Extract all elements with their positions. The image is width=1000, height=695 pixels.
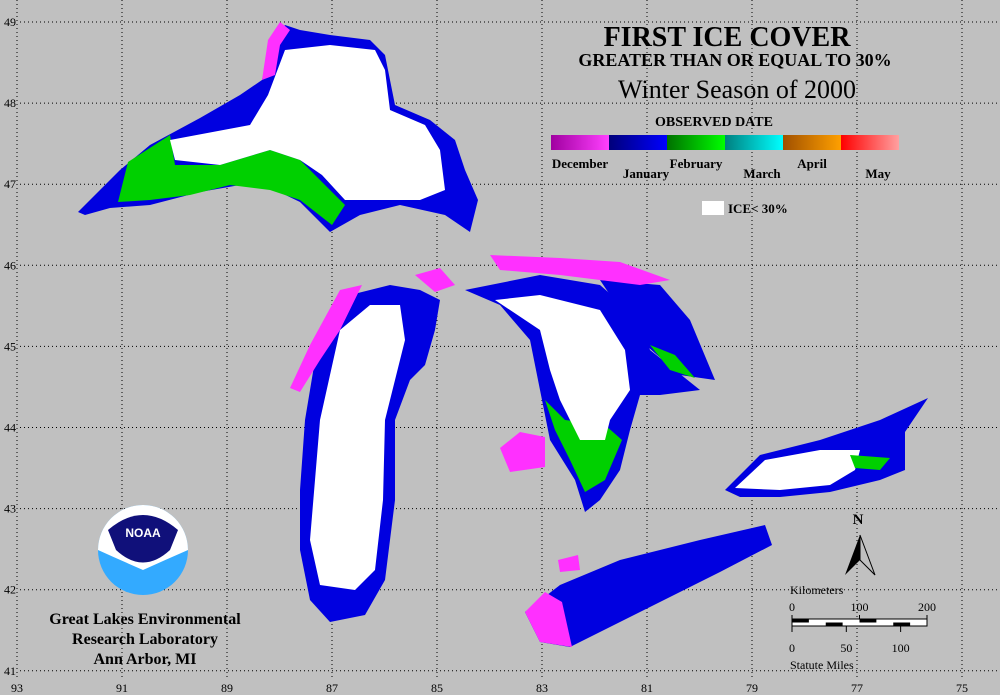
ice-swatch [702,201,724,215]
mi-title: Statute Miles [790,658,854,672]
ice-december [490,255,670,285]
ice-january [525,525,772,647]
lon-label: 83 [536,681,548,695]
lon-label: 75 [956,681,968,695]
ice-december [290,285,362,392]
legend-label: December [552,156,609,171]
logo-text: NOAA [125,526,161,540]
lat-label: 48 [4,96,16,110]
ice-february [850,455,890,470]
noaa-logo: NOAA [98,505,188,595]
north-label: N [853,512,864,528]
ice-february [545,400,622,492]
km-title: Kilometers [790,583,844,597]
ice-below-30 [170,45,445,200]
scale-segment [792,619,809,623]
ice-february [650,345,695,378]
ice-label: ICE< 30% [728,201,788,216]
lon-label: 85 [431,681,443,695]
north-arrow [859,534,876,576]
title: FIRST ICE COVER [604,22,852,53]
lon-label: 91 [116,681,128,695]
ice-february [118,135,345,225]
legend-swatch [667,135,725,150]
lon-label: 81 [641,681,653,695]
legend-swatch [725,135,783,150]
lat-label: 44 [4,421,16,435]
lat-label: 45 [4,339,16,353]
lon-label: 87 [326,681,338,695]
credit-line: Ann Arbor, MI [94,651,197,668]
north-arrow [845,535,860,575]
legend-label: March [743,166,781,181]
lon-label: 89 [221,681,233,695]
lat-label: 49 [4,15,16,29]
scale-segment [893,622,911,626]
season: Winter Season of 2000 [618,75,856,104]
legend-label: April [797,156,827,171]
lat-label: 43 [4,502,16,516]
lat-label: 41 [4,664,16,678]
subtitle: GREATER THAN OR EQUAL TO 30% [578,50,891,70]
legend-swatch [551,135,609,150]
lake-michigan [290,268,455,622]
lake-ontario [725,398,928,497]
km-label: 200 [918,600,936,614]
lon-label: 93 [11,681,23,695]
lat-label: 46 [4,258,16,272]
legend-label: May [865,166,891,181]
credit-line: Research Laboratory [72,631,218,648]
mi-label: 100 [892,641,910,655]
ice-december [262,22,290,80]
km-label: 0 [789,600,795,614]
ice-january [600,280,715,380]
lon-label: 79 [746,681,758,695]
legend-label: January [623,166,670,181]
lake-superior [78,22,478,232]
scale-segment [859,619,877,623]
lake-huron [465,255,715,512]
ice-below-30 [310,305,405,590]
ice-december [415,268,455,292]
mi-label: 0 [789,641,795,655]
legend-label: February [670,156,723,171]
lat-label: 42 [4,583,16,597]
ice-december [525,592,572,647]
scale-segment [825,622,843,626]
legend-title: OBSERVED DATE [655,115,773,130]
ice-below-30 [495,295,630,440]
legend-swatch [841,135,899,150]
mi-label: 50 [840,641,852,655]
ice-december [500,432,545,472]
ice-below-30 [735,450,860,490]
legend-swatch [609,135,667,150]
scale-bar: Kilometers Statute Miles 0 100 200 0 50 100 [789,583,936,672]
ice-december [558,555,580,572]
logo-bird [108,515,178,563]
credit-line: Great Lakes Environmental [49,611,241,628]
lon-label: 77 [851,681,863,695]
lat-label: 47 [4,177,16,191]
legend-swatch [783,135,841,150]
km-label: 100 [851,600,869,614]
lake-erie [525,525,772,647]
